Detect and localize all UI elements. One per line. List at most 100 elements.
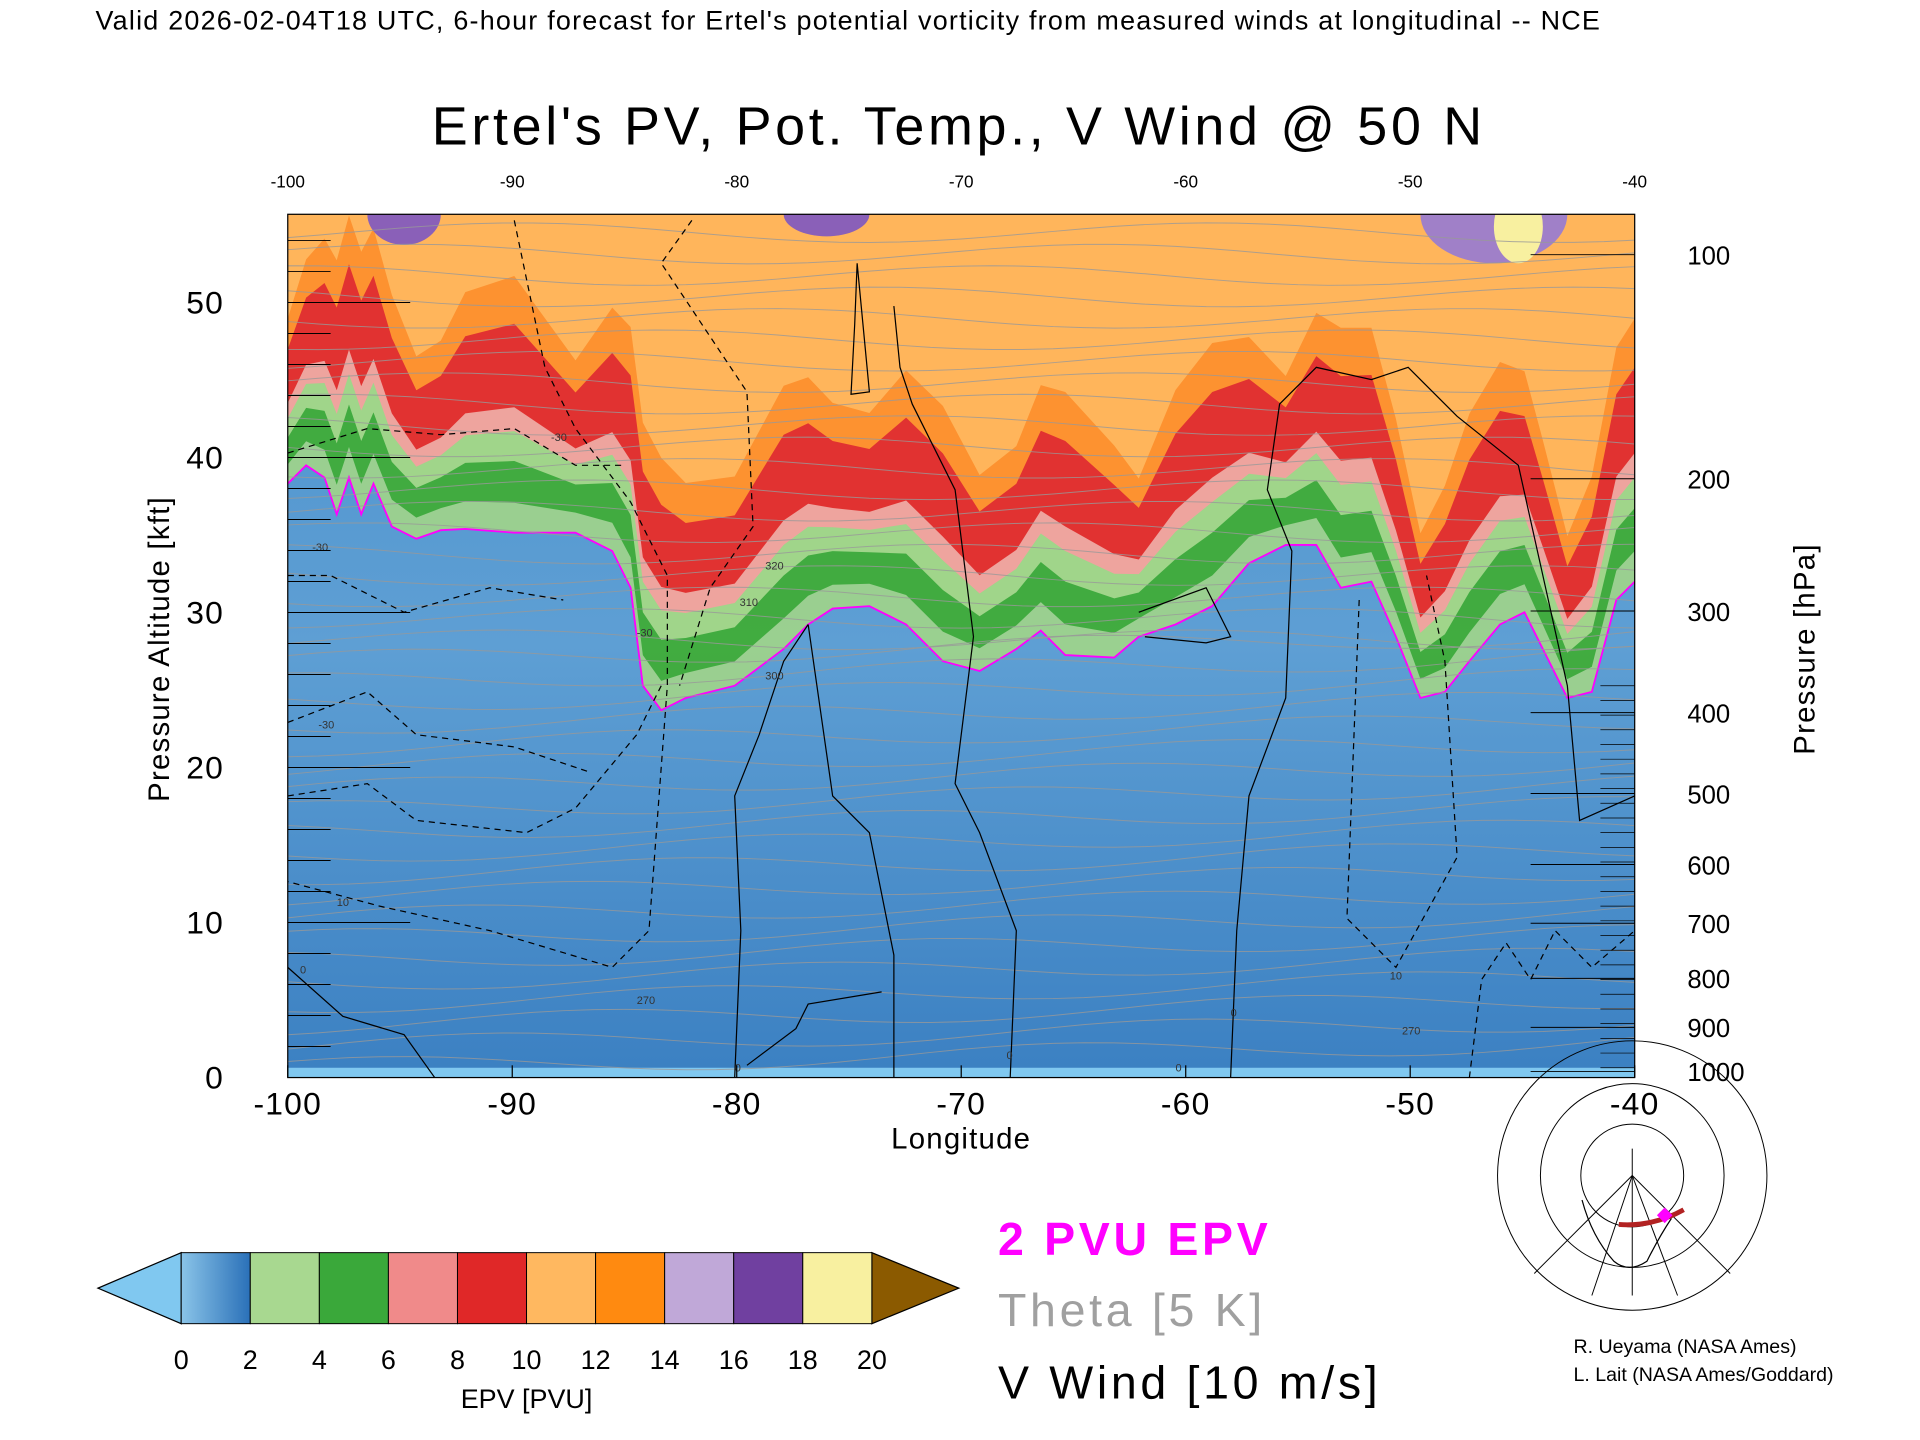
y-tick-label: 10 xyxy=(186,905,224,941)
x-top-tick-label: -50 xyxy=(1398,171,1423,191)
legend-pv: 2 PVU EPV xyxy=(998,1213,1272,1265)
y2-tick-label: 300 xyxy=(1687,599,1730,627)
theta-contour xyxy=(287,715,1635,758)
theta-contour xyxy=(287,415,1635,436)
location-map xyxy=(1497,1040,1768,1311)
theta-contour xyxy=(287,867,1635,906)
theta-contour xyxy=(287,1036,1635,1071)
contour-label: -30 xyxy=(637,628,653,640)
theta-contour xyxy=(287,372,1635,393)
legend-theta: Theta [5 K] xyxy=(998,1284,1266,1336)
v-wind-contour xyxy=(893,306,1017,1078)
colorbar-under-triangle xyxy=(96,1251,182,1325)
v-wind-contour-negative xyxy=(287,427,625,466)
v-wind-contour-negative xyxy=(660,220,754,686)
credit-1: R. Ueyama (NASA Ames) xyxy=(1573,1336,1796,1358)
contour-label: -30 xyxy=(318,720,334,732)
contour-label: 0 xyxy=(300,964,306,976)
theta-contour xyxy=(287,995,1635,1036)
v-wind-contour xyxy=(734,624,809,1078)
v-wind-contour xyxy=(287,966,436,1078)
theta-contour xyxy=(287,971,1635,1014)
theta-contour xyxy=(287,796,1635,838)
x-tick-label: -90 xyxy=(487,1085,537,1121)
y2-tick-label: 800 xyxy=(1687,966,1730,994)
colorbar-tick-label: 6 xyxy=(381,1345,396,1375)
contour-label: 270 xyxy=(1402,1026,1420,1038)
map-coastline xyxy=(1581,1199,1672,1268)
colorbar-over-triangle xyxy=(871,1251,961,1325)
theta-contour xyxy=(287,243,1635,265)
theta-contour xyxy=(287,843,1635,886)
x-top-tick-label: -70 xyxy=(949,171,974,191)
contour-label: -30 xyxy=(312,542,328,554)
plot-area: -30 -30 -30 -30 10 0 0 0 0 0 10 300 310 320 270 270 xyxy=(287,214,1635,1078)
theta-contour xyxy=(287,436,1635,458)
contour-label: 0 xyxy=(735,1062,741,1074)
header-text: Valid 2026-02-04T18 UTC, 6-hour forecast… xyxy=(96,5,1602,35)
theta-contour xyxy=(287,565,1635,586)
chart-title: Ertel's PV, Pot. Temp., V Wind @ 50 N xyxy=(432,96,1486,156)
colorbar-segment xyxy=(456,1252,528,1325)
y2-tick-label: 900 xyxy=(1687,1015,1730,1043)
epv-patch xyxy=(1493,214,1543,264)
theta-contour xyxy=(287,222,1635,243)
v-wind-contour-negative xyxy=(1346,575,1458,969)
legend-wind: V Wind [10 m/s] xyxy=(998,1356,1381,1408)
theta-contour xyxy=(287,739,1635,775)
y2-tick-label: 400 xyxy=(1687,700,1730,728)
v-wind-contour xyxy=(1138,586,1232,644)
x-top-tick-label: -100 xyxy=(271,171,305,191)
colorbar-label: EPV [PVU] xyxy=(461,1384,593,1414)
theta-contour xyxy=(287,479,1635,501)
colorbar: 0 2 4 6 8 10 12 14 16 18 20 xyxy=(96,1251,961,1375)
theta-contour xyxy=(287,890,1635,919)
colorbar-segment xyxy=(180,1252,251,1325)
y-tick-label: 40 xyxy=(186,439,224,475)
x-tick-label: -60 xyxy=(1161,1085,1211,1121)
y-tick-label: 20 xyxy=(186,750,224,786)
contour-label: 310 xyxy=(740,597,758,609)
contour-label: 300 xyxy=(765,671,783,683)
y2-tick-label: 500 xyxy=(1687,781,1730,809)
x-top-tick-label: -40 xyxy=(1622,171,1647,191)
colorbar-tick-label: 2 xyxy=(243,1345,258,1375)
contour-label: 0 xyxy=(1007,1050,1013,1062)
y2-tick-label: 100 xyxy=(1687,242,1730,270)
theta-contour xyxy=(287,629,1635,651)
x-top-tick-label: -80 xyxy=(724,171,749,191)
contour-label: -30 xyxy=(551,432,567,444)
y2-axis-label: Pressure [hPa] xyxy=(1789,543,1822,754)
epv-patch xyxy=(783,214,870,237)
y2-tick-label: 200 xyxy=(1687,467,1730,495)
theta-contour xyxy=(287,906,1635,943)
theta-contour xyxy=(287,691,1635,734)
colorbar-tick-label: 0 xyxy=(174,1345,189,1375)
theta-contour xyxy=(287,543,1635,565)
y-axis-label: Pressure Altitude [kft] xyxy=(143,496,176,802)
theta-contour xyxy=(287,522,1635,543)
v-wind-contour xyxy=(850,263,871,395)
theta-contour xyxy=(287,608,1635,629)
theta-contour xyxy=(287,819,1635,862)
theta-contour xyxy=(287,265,1635,286)
y2-tick-label: 700 xyxy=(1687,911,1730,939)
v-wind-contour xyxy=(807,624,895,1078)
epv-band-6 xyxy=(287,214,1635,537)
theta-contour xyxy=(287,500,1635,522)
v-wind-contour-negative xyxy=(287,685,662,834)
v-wind-contour xyxy=(1230,366,1635,1078)
theta-contour xyxy=(287,286,1635,308)
colorbar-segment xyxy=(595,1252,666,1325)
theta-contour xyxy=(287,350,1635,372)
theta-contour xyxy=(287,947,1635,990)
contour-label: 320 xyxy=(765,560,783,572)
colorbar-segment xyxy=(387,1252,458,1325)
x-tick-label: -80 xyxy=(712,1085,762,1121)
y-tick-label: 0 xyxy=(205,1060,224,1096)
v-wind-contour xyxy=(746,991,882,1066)
theta-contour xyxy=(287,308,1635,329)
y2-tick-label: 600 xyxy=(1687,852,1730,880)
colorbar-tick-label: 12 xyxy=(581,1345,611,1375)
